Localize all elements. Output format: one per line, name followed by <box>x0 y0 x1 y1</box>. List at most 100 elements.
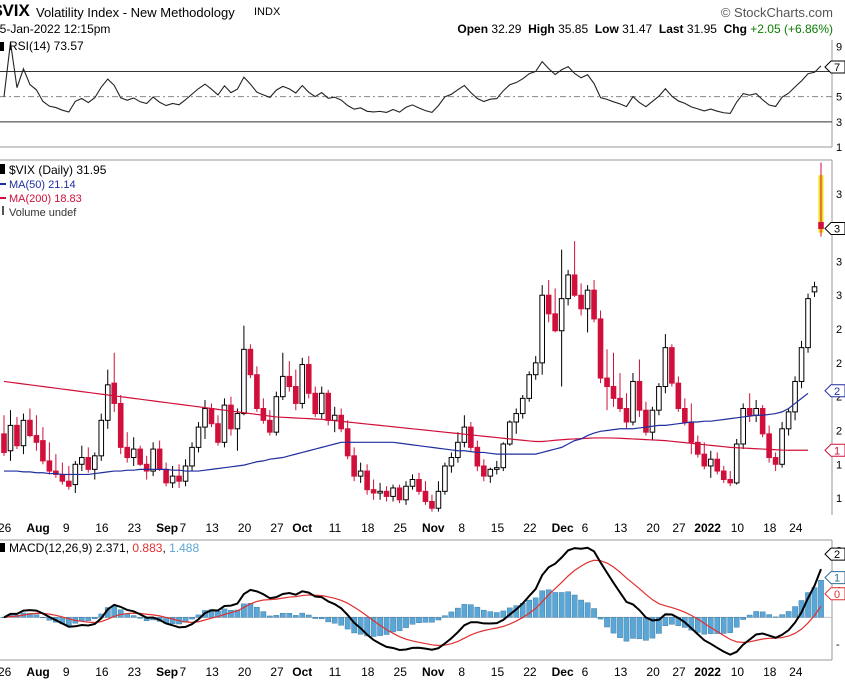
x-tick-label: 20 <box>238 521 252 535</box>
ma50-tag-label: 2 <box>834 386 840 398</box>
macd-histogram-bar <box>714 617 721 634</box>
macd-histogram-bar <box>701 617 708 635</box>
x-tick-label: 23 <box>128 665 142 679</box>
candle <box>79 445 85 472</box>
candle-body <box>377 490 383 494</box>
candle <box>733 438 740 485</box>
candle <box>104 369 111 429</box>
x-tick-label: Aug <box>26 521 49 535</box>
candle-body <box>91 455 98 470</box>
macd-histogram-bar <box>383 617 390 635</box>
candle <box>33 415 40 451</box>
candle <box>759 405 766 438</box>
chg-label: Chg <box>723 22 747 36</box>
macd-histogram-bar <box>189 617 195 620</box>
candle-body <box>442 465 448 492</box>
candle <box>798 340 805 389</box>
candle-body <box>493 467 500 470</box>
candle <box>571 241 578 297</box>
candle-body <box>617 397 623 410</box>
candle <box>597 310 604 384</box>
rsi-legend: RSI(14) 73.57 <box>9 39 84 53</box>
candle-body <box>468 426 474 448</box>
x-tick-label: 25 <box>394 521 408 535</box>
macd-histogram-bar <box>442 615 448 618</box>
candle <box>818 162 824 237</box>
candle <box>649 406 656 441</box>
last-price-tag-label: 3 <box>834 223 840 235</box>
candle-body <box>325 392 332 421</box>
rsi-y-tick: 3 <box>836 117 842 129</box>
macd-histogram-bar <box>792 606 798 618</box>
candle <box>312 386 319 417</box>
hist-value-tag-label: 1 <box>834 573 840 585</box>
macd-histogram-bar <box>526 599 533 618</box>
price-y-tick: 2 <box>836 392 842 404</box>
ticker-symbol: $VIX <box>0 1 30 20</box>
candle-body <box>571 274 578 296</box>
macd-histogram-bar <box>591 608 597 618</box>
candle-body <box>565 274 571 300</box>
macd-histogram-bar <box>545 589 552 618</box>
price-legend-main: $VIX (Daily) 31.95 <box>9 163 107 177</box>
macd-histogram-bar <box>493 612 500 618</box>
candle-body <box>241 348 247 415</box>
candle <box>195 422 202 453</box>
candle <box>176 464 182 488</box>
last-label: Last <box>658 22 684 36</box>
candle <box>461 415 468 448</box>
macd-histogram-bar <box>435 617 442 621</box>
candle <box>377 482 383 500</box>
candle-body <box>202 408 208 428</box>
quote-datetime: 25-Jan-2022 12:15pm <box>0 22 111 36</box>
candle <box>202 400 208 439</box>
ma200-tag <box>824 443 845 457</box>
macd-histogram-bar <box>720 617 727 634</box>
x-tick-label: 6 <box>582 665 589 679</box>
macd-histogram-bar <box>286 613 293 618</box>
macd-value-tag <box>824 547 845 561</box>
candle-body <box>695 441 701 455</box>
candle-body <box>195 426 202 448</box>
candle-body <box>707 458 714 467</box>
x-tick-label: 27 <box>672 665 686 679</box>
candle-body <box>20 419 27 447</box>
candle <box>143 455 150 480</box>
candle-body <box>46 460 53 472</box>
x-tick-label: 20 <box>646 665 660 679</box>
candle-body <box>656 386 662 411</box>
x-tick-label: 10 <box>731 665 745 679</box>
candle <box>779 422 785 468</box>
macd-histogram-bar <box>623 617 630 642</box>
macd-histogram-bar <box>461 604 468 618</box>
x-tick-label: Dec <box>552 665 574 679</box>
candle <box>805 293 811 353</box>
candle-body <box>649 409 656 433</box>
candle-body <box>40 440 46 462</box>
chg-value: +2.05 (+6.86%) <box>750 22 833 36</box>
macd-histogram-bar <box>40 617 46 619</box>
candle <box>286 361 293 392</box>
macd-histogram-bar <box>117 609 124 618</box>
x-tick-label: 13 <box>614 665 628 679</box>
macd-histogram-bar <box>331 617 338 624</box>
macd-histogram-bar <box>636 617 643 639</box>
candle-body <box>474 446 481 467</box>
rsi-value-tag-label: 7 <box>834 62 840 74</box>
candle <box>448 452 455 473</box>
candle <box>46 442 53 475</box>
macd-histogram-bar <box>370 617 377 637</box>
x-tick-label: Sep <box>156 521 178 535</box>
candle-body <box>150 448 156 472</box>
macd-value-tag-label: 2 <box>834 549 840 561</box>
candle-body <box>273 396 280 433</box>
open-value: 32.29 <box>491 22 522 36</box>
candle <box>124 432 130 463</box>
candle <box>396 484 403 504</box>
candle <box>98 413 105 461</box>
candle <box>552 288 558 333</box>
x-tick-label: 18 <box>361 665 375 679</box>
candle-body <box>448 457 455 467</box>
candle <box>234 408 241 451</box>
candle <box>707 450 714 478</box>
